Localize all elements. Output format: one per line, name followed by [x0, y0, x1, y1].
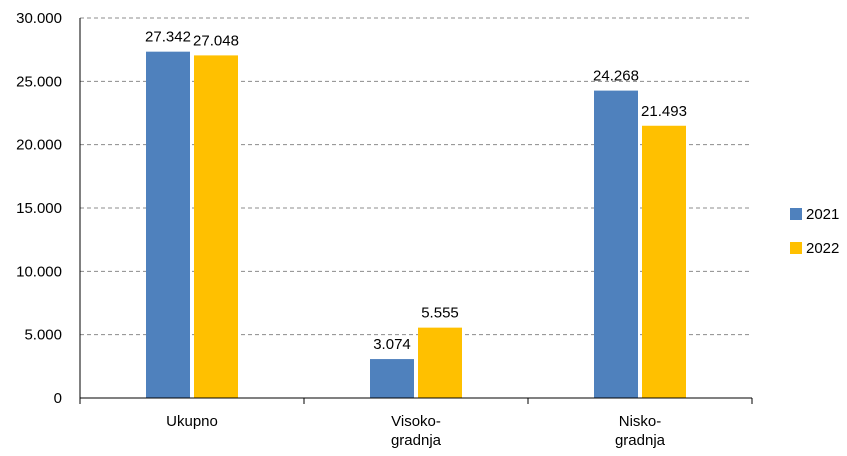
- y-tick-label: 5.000: [24, 327, 62, 344]
- data-label: 21.493: [641, 103, 687, 120]
- category-label-line: gradnja: [615, 432, 666, 449]
- legend-label: 2022: [806, 240, 839, 257]
- data-label: 3.074: [373, 336, 411, 353]
- bar: [418, 327, 462, 398]
- data-label: 27.342: [145, 29, 191, 46]
- category-label: Nisko-gradnja: [615, 413, 666, 449]
- data-label: 27.048: [193, 32, 239, 49]
- category-label-line: Ukupno: [166, 413, 218, 430]
- data-label: 24.268: [593, 68, 639, 85]
- y-tick-label: 30.000: [16, 10, 62, 27]
- bar: [642, 125, 686, 398]
- y-tick-label: 25.000: [16, 73, 62, 90]
- axes: [79, 18, 753, 404]
- bar: [194, 55, 238, 398]
- data-label: 5.555: [421, 305, 459, 322]
- legend-label: 2021: [806, 206, 839, 223]
- category-label: Visoko-gradnja: [391, 413, 442, 449]
- legend-swatch: [790, 242, 802, 254]
- y-tick-label: 0: [54, 390, 62, 407]
- category-label-line: gradnja: [391, 432, 442, 449]
- labels: 0 5.000 10.000 15.000 20.000 25.000 30.000 27.3…: [16, 10, 687, 449]
- category-label-line: Nisko-: [619, 413, 662, 430]
- y-tick-label: 20.000: [16, 137, 62, 154]
- bar: [370, 359, 414, 398]
- category-label-line: Visoko-: [391, 413, 441, 430]
- category-label: Ukupno: [166, 413, 218, 430]
- y-tick-label: 15.000: [16, 200, 62, 217]
- bar: [594, 90, 638, 398]
- y-tick-label: 10.000: [16, 263, 62, 280]
- bar: [146, 51, 190, 398]
- legend-swatch: [790, 208, 802, 220]
- gridlines: [80, 17, 752, 336]
- legend: 2021 2022: [790, 206, 839, 257]
- bars: [146, 51, 686, 398]
